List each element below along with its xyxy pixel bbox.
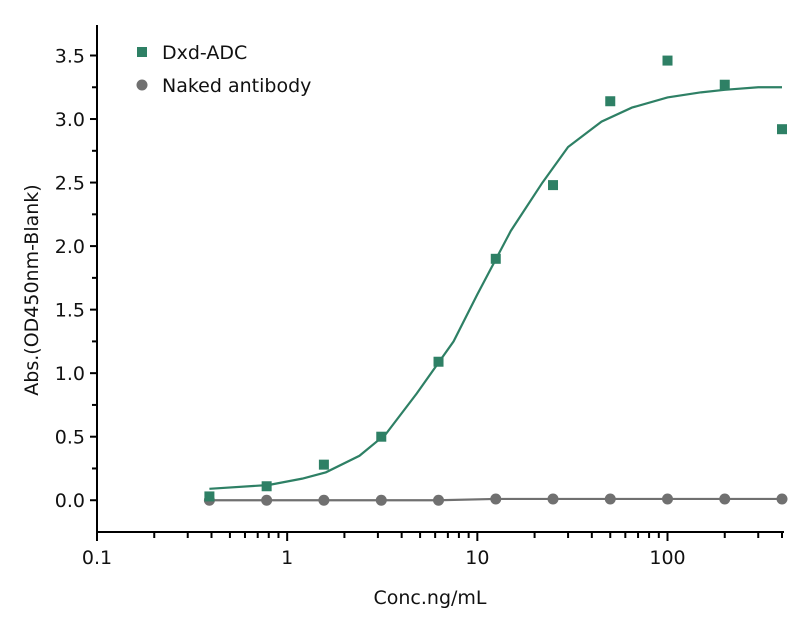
naked-antibody-point <box>776 493 788 505</box>
y-tick-label: 1.0 <box>55 363 85 385</box>
dxd-adc-point <box>605 96 616 107</box>
naked-antibody-point <box>547 493 559 505</box>
dxd-adc-point <box>318 459 329 470</box>
naked-antibody-point <box>719 493 731 505</box>
dxd-adc-point <box>376 431 387 442</box>
naked-antibody-point <box>604 493 616 505</box>
y-tick-label: 2.0 <box>55 236 85 258</box>
dxd-adc-point <box>548 180 559 191</box>
dxd-adc-fit-curve <box>209 86 782 490</box>
dxd-adc-point <box>777 124 787 135</box>
dxd-adc-point <box>490 253 501 264</box>
naked-antibody-point <box>261 494 273 506</box>
plot-area: 0.0 0.5 1.0 1.5 2.0 2.5 3.0 3.5 0.1 1 10 100 <box>55 25 788 569</box>
legend: Dxd-ADC Naked antibody <box>136 42 311 97</box>
naked-antibody-point <box>490 493 502 505</box>
naked-antibody-point <box>318 494 330 506</box>
y-tick-label: 3.5 <box>55 45 85 67</box>
x-tick-label: 0.1 <box>82 547 112 569</box>
x-tick-label: 1 <box>281 547 293 569</box>
dxd-adc-point <box>204 491 215 502</box>
y-tick-label: 1.5 <box>55 300 85 322</box>
y-tick-label: 0.5 <box>55 427 85 449</box>
naked-antibody-point <box>433 494 445 506</box>
y-tick-label: 2.5 <box>55 173 85 195</box>
dxd-adc-point <box>433 356 444 367</box>
dxd-adc-point <box>719 79 730 90</box>
y-tick-label: 0.0 <box>55 490 85 512</box>
x-tick-label: 10 <box>465 547 489 569</box>
y-tick-label: 3.0 <box>55 109 85 131</box>
legend-label-dxd-adc: Dxd-ADC <box>162 42 247 64</box>
x-axis-title: Conc.ng/mL <box>373 587 486 609</box>
legend-marker-dxd-adc <box>137 47 147 57</box>
legend-marker-naked-antibody <box>136 79 148 91</box>
naked-antibody-point <box>662 493 674 505</box>
dxd-adc-point <box>662 55 673 66</box>
legend-label-naked-antibody: Naked antibody <box>162 75 311 97</box>
naked-antibody-point <box>375 494 387 506</box>
y-axis-title: Abs.(OD450nm-Blank) <box>21 184 43 395</box>
dxd-adc-point <box>261 481 272 492</box>
x-tick-label: 100 <box>649 547 685 569</box>
